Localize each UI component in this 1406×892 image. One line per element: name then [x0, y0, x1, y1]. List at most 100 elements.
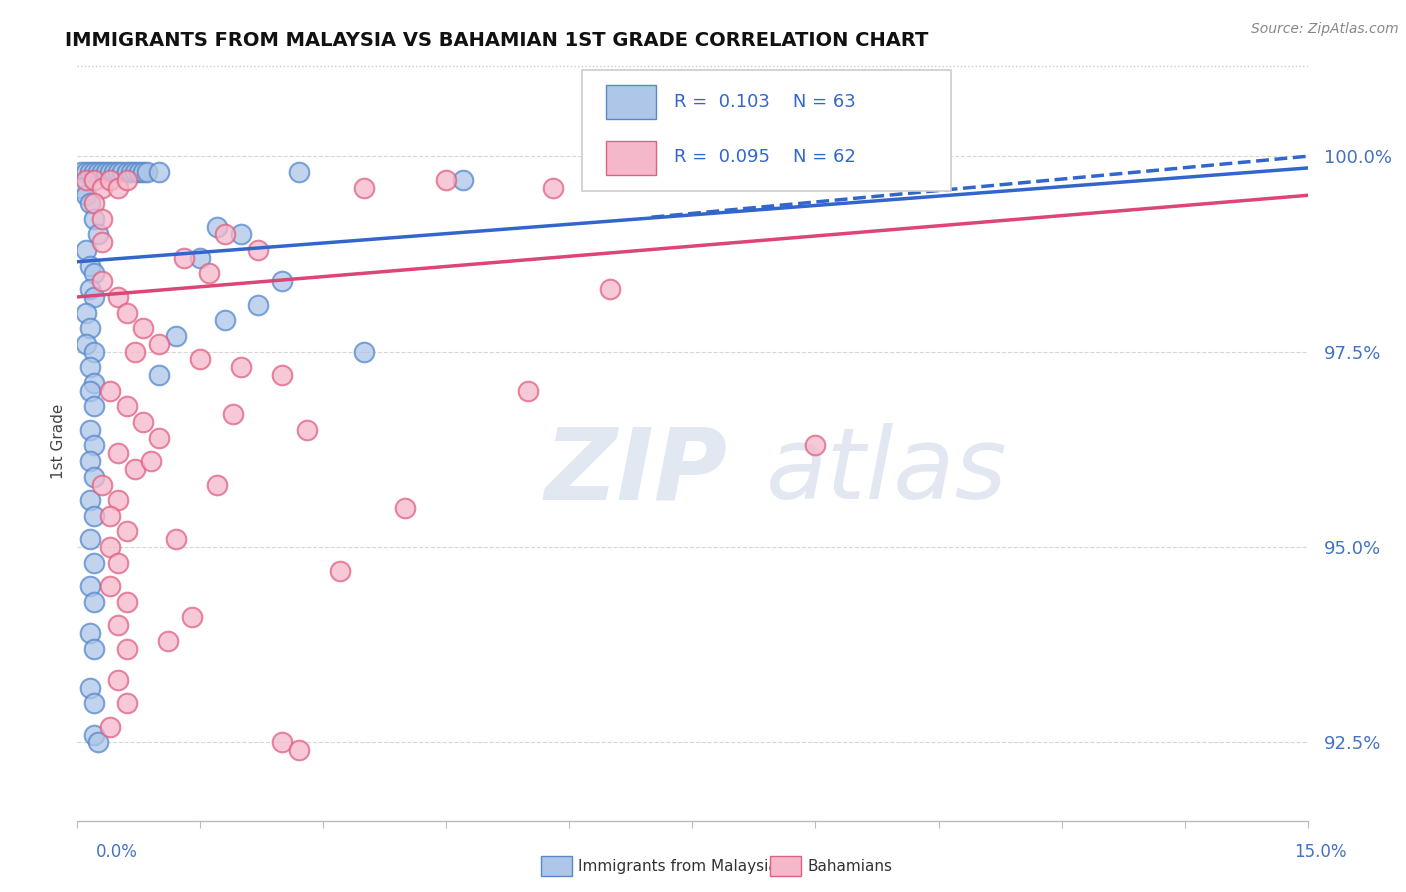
Point [329, 564, 352, 578]
Point [156, 633, 179, 648]
Point [111, 165, 134, 179]
Point [115, 697, 138, 711]
Point [79, 493, 101, 508]
Point [115, 595, 138, 609]
Point [141, 454, 163, 468]
Point [83, 344, 105, 359]
Text: Immigrants from Malaysia: Immigrants from Malaysia [578, 859, 778, 873]
Point [394, 500, 416, 515]
Point [271, 735, 294, 749]
Point [120, 165, 142, 179]
Point [90, 180, 114, 194]
Point [79, 196, 101, 211]
Point [90, 211, 114, 226]
Point [94, 165, 117, 179]
Point [79, 533, 101, 547]
Point [75, 336, 97, 351]
Point [83, 595, 105, 609]
Point [148, 368, 170, 383]
Text: 15.0%: 15.0% [1295, 843, 1347, 861]
Point [75, 165, 97, 179]
Point [79, 360, 101, 375]
Point [288, 165, 311, 179]
Point [79, 423, 101, 437]
Point [214, 227, 236, 242]
Point [90, 165, 114, 179]
Point [353, 344, 375, 359]
Point [79, 321, 101, 335]
Point [115, 641, 138, 656]
Point [804, 438, 827, 452]
Point [173, 251, 195, 265]
Text: 0.0%: 0.0% [96, 843, 138, 861]
Point [98, 540, 121, 554]
Text: atlas: atlas [766, 424, 1008, 520]
Point [205, 477, 228, 491]
Point [107, 493, 129, 508]
Point [79, 454, 101, 468]
Text: R =  0.095    N = 62: R = 0.095 N = 62 [673, 148, 856, 166]
Text: R =  0.103    N = 63: R = 0.103 N = 63 [673, 93, 856, 111]
Point [115, 172, 138, 186]
Point [132, 165, 155, 179]
Point [541, 180, 564, 194]
Point [83, 290, 105, 304]
Point [517, 384, 540, 398]
Point [132, 415, 155, 429]
Point [197, 267, 219, 281]
Point [165, 533, 187, 547]
Point [188, 352, 212, 367]
Point [132, 321, 155, 335]
Point [83, 400, 105, 414]
Point [87, 165, 110, 179]
Point [288, 743, 311, 757]
Point [640, 172, 662, 186]
Point [83, 211, 105, 226]
Point [70, 165, 93, 179]
Point [98, 165, 121, 179]
Point [115, 524, 138, 539]
Point [83, 728, 105, 742]
Point [87, 735, 110, 749]
Point [75, 305, 97, 319]
Point [271, 274, 294, 288]
Point [107, 165, 129, 179]
FancyBboxPatch shape [606, 141, 655, 175]
Point [75, 188, 97, 202]
Point [115, 305, 138, 319]
Point [79, 681, 101, 695]
Point [83, 172, 105, 186]
Point [128, 165, 150, 179]
Point [148, 336, 170, 351]
Point [83, 438, 105, 452]
Point [136, 165, 159, 179]
Point [83, 165, 105, 179]
Point [188, 251, 212, 265]
Text: Source: ZipAtlas.com: Source: ZipAtlas.com [1251, 22, 1399, 37]
Point [107, 180, 129, 194]
Point [231, 227, 253, 242]
Point [83, 376, 105, 390]
Point [98, 384, 121, 398]
Point [90, 477, 114, 491]
Point [83, 508, 105, 523]
Point [98, 720, 121, 734]
Point [98, 579, 121, 593]
Point [83, 697, 105, 711]
Point [148, 165, 170, 179]
Point [83, 267, 105, 281]
Point [79, 384, 101, 398]
Point [599, 282, 621, 296]
Point [451, 172, 474, 186]
Point [90, 235, 114, 250]
FancyBboxPatch shape [606, 85, 655, 120]
Point [79, 165, 101, 179]
Point [79, 259, 101, 273]
Point [70, 180, 93, 194]
Point [181, 610, 204, 624]
Point [295, 423, 318, 437]
Point [148, 431, 170, 445]
Point [79, 579, 101, 593]
Point [436, 172, 458, 186]
Point [124, 462, 146, 476]
